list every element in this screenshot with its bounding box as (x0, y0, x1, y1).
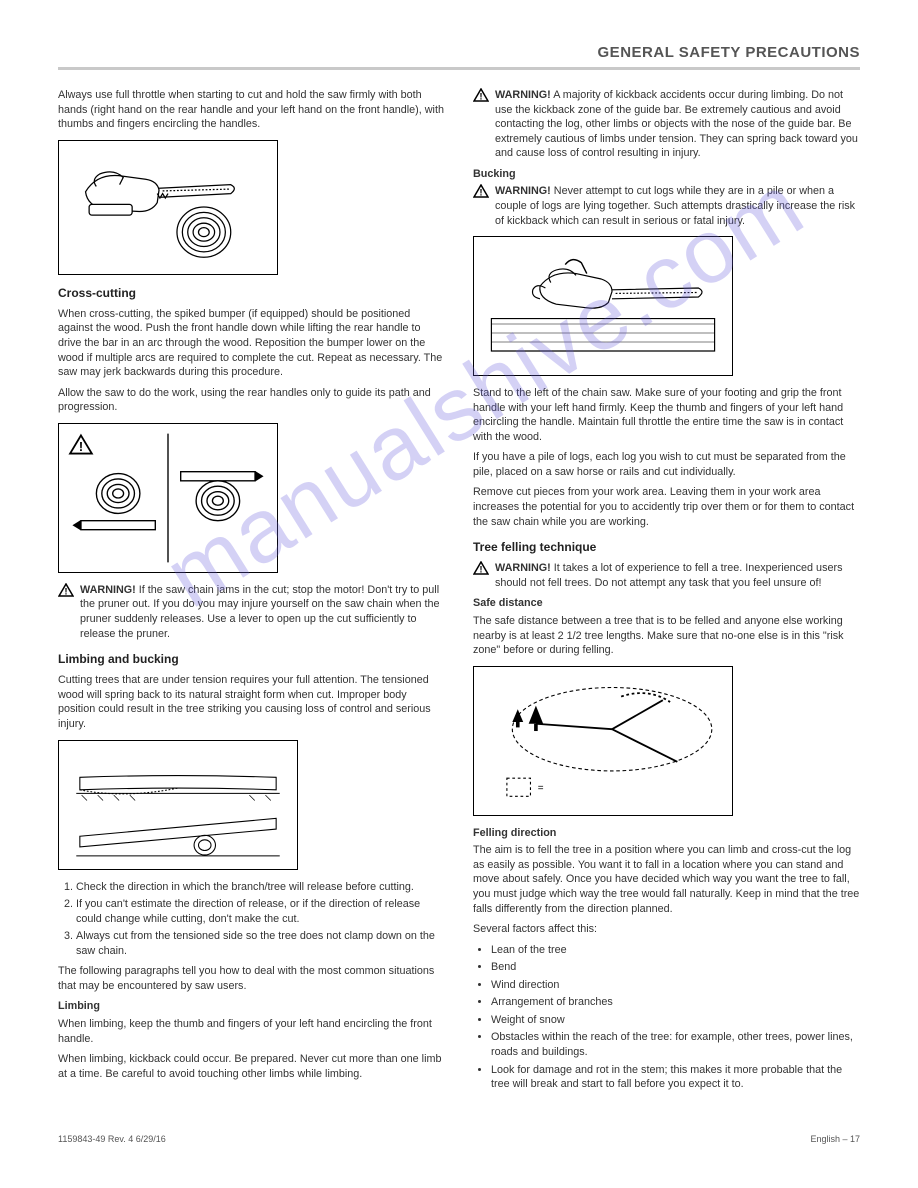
bucking-p1: Stand to the left of the chain saw. Make… (473, 386, 860, 444)
page-footer: 1159843-49 Rev. 4 6/29/16 English – 17 (58, 1128, 860, 1144)
felling-dir-heading: Felling direction (473, 826, 860, 841)
warning-icon: ! (58, 583, 74, 597)
warning-1: ! WARNING! If the saw chain jams in the … (58, 583, 445, 641)
felling-heading: Tree felling technique (473, 539, 860, 555)
crosscut-p1: When cross-cutting, the spiked bumper (i… (58, 307, 445, 380)
figure-chainsaw-log (58, 140, 278, 275)
dir-p1: The aim is to fell the tree in a positio… (473, 843, 860, 916)
page-header: GENERAL SAFETY PRECAUTIONS (58, 44, 860, 70)
figure-bucking (473, 236, 733, 376)
dir-p2: Several factors affect this: (473, 922, 860, 937)
svg-text:!: ! (65, 586, 68, 596)
figure-tension-log (58, 740, 298, 870)
svg-text:!: ! (480, 188, 483, 198)
limbing-p1: Cutting trees that are under tension req… (58, 673, 445, 731)
list-item: Arrangement of branches (491, 995, 860, 1010)
crosscut-heading: Cross-cutting (58, 285, 445, 301)
list-item: Lean of the tree (491, 943, 860, 958)
warning-2: ! WARNING! A majority of kickback accide… (473, 88, 860, 161)
list-item: Bend (491, 960, 860, 975)
limbing-p3: When limbing, keep the thumb and fingers… (58, 1017, 445, 1046)
warning-3-label: WARNING! (495, 185, 551, 197)
right-column: ! WARNING! A majority of kickback accide… (473, 88, 860, 1098)
list-item: Obstacles within the reach of the tree: … (491, 1030, 860, 1059)
figure-risk-zone: = (473, 666, 733, 816)
warning-icon: ! (473, 88, 489, 102)
header-title: GENERAL SAFETY PRECAUTIONS (598, 44, 860, 61)
warning-2-label: WARNING! (495, 89, 551, 101)
left-column: Always use full throttle when starting t… (58, 88, 445, 1098)
list-item: If you can't estimate the direction of r… (76, 897, 445, 926)
list-item: Wind direction (491, 978, 860, 993)
footer-left: 1159843-49 Rev. 4 6/29/16 (58, 1134, 166, 1144)
warning-icon: ! (473, 561, 489, 575)
warning-3: ! WARNING! Never attempt to cut logs whi… (473, 184, 860, 228)
svg-text:!: ! (480, 92, 483, 102)
limbing-heading: Limbing and bucking (58, 651, 445, 667)
intro-text: Always use full throttle when starting t… (58, 88, 445, 132)
bucking-p2: If you have a pile of logs, each log you… (473, 450, 860, 479)
footer-right: English – 17 (810, 1134, 860, 1144)
svg-text:!: ! (480, 565, 483, 575)
limbing-steps: Check the direction in which the branch/… (58, 880, 445, 959)
factors-list: Lean of the tree Bend Wind direction Arr… (473, 943, 860, 1092)
felling-p1: The safe distance between a tree that is… (473, 614, 860, 658)
list-item: Look for damage and rot in the stem; thi… (491, 1063, 860, 1092)
warning-4-label: WARNING! (495, 562, 551, 574)
svg-text:=: = (538, 783, 544, 794)
limbing-p2: The following paragraphs tell you how to… (58, 964, 445, 993)
list-item: Weight of snow (491, 1013, 860, 1028)
svg-text:!: ! (79, 440, 83, 454)
bucking-p3: Remove cut pieces from your work area. L… (473, 485, 860, 529)
crosscut-p2: Allow the saw to do the work, using the … (58, 386, 445, 415)
list-item: Always cut from the tensioned side so th… (76, 929, 445, 958)
figure-pull-push: ! (58, 423, 278, 573)
list-item: Check the direction in which the branch/… (76, 880, 445, 895)
safe-distance-heading: Safe distance (473, 596, 860, 611)
limbing-p4: When limbing, kickback could occur. Be p… (58, 1052, 445, 1081)
warning-icon: ! (473, 184, 489, 198)
warning-4: ! WARNING! It takes a lot of experience … (473, 561, 860, 590)
content-columns: Always use full throttle when starting t… (58, 88, 860, 1098)
bucking-heading: Bucking (473, 167, 860, 182)
sub-limbing: Limbing (58, 999, 445, 1014)
warning-1-label: WARNING! (80, 584, 136, 596)
